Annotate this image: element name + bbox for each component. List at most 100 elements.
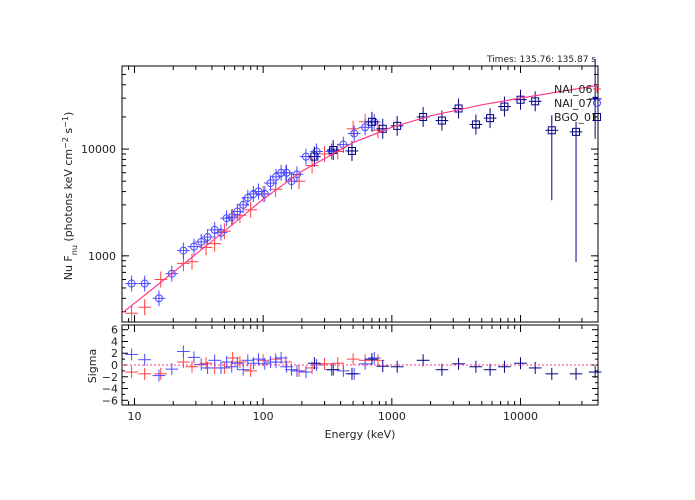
circle-marker (179, 246, 188, 255)
data-point-nai-07 (138, 275, 151, 292)
x-tick-label: 1000 (378, 410, 406, 423)
circle-marker (167, 269, 176, 278)
data-point-nai-07 (241, 189, 255, 206)
data-point-bgo-01 (469, 114, 483, 135)
square-marker (347, 146, 356, 155)
data-point-nai-07 (152, 290, 166, 307)
residual-point-nai-06 (244, 364, 258, 377)
data-point-nai-07 (247, 185, 260, 202)
residual-point-nai-07 (208, 354, 222, 367)
upper-limit-marker (592, 96, 599, 102)
legend-label: BGO_01 (554, 111, 598, 124)
circle-marker (282, 168, 291, 177)
y-tick-label: 1000 (88, 250, 116, 263)
data-point-bgo-01 (365, 111, 379, 132)
square-marker (437, 116, 446, 125)
residual-point-nai-07 (214, 361, 228, 374)
spectrum-y-axis-title: Nu Fnu (photons keV cm−2 s−1) (61, 112, 79, 281)
data-point-bgo-01 (528, 91, 542, 112)
data-point-bgo-01 (483, 108, 497, 129)
residual-point-nai-07 (285, 363, 298, 376)
residual-point-nai-07 (274, 351, 288, 364)
legend-circle-marker (593, 99, 601, 107)
circle-marker (197, 237, 206, 246)
time-range-annotation: Times: 135.76: 135.87 s (486, 55, 596, 65)
data-point-nai-06 (371, 122, 385, 139)
square-marker (547, 126, 556, 135)
data-point-bgo-01 (498, 96, 511, 117)
circle-marker (292, 170, 301, 179)
data-point-nai-07 (347, 125, 361, 142)
residual-point-nai-06 (199, 357, 213, 370)
residual-point-nai-07 (258, 357, 272, 370)
legend-label: NAI_06 (554, 83, 593, 96)
residual-point-nai-07 (280, 360, 293, 373)
residual-data-points (125, 345, 602, 382)
residual-point-bgo-01 (326, 363, 340, 376)
data-point-nai-06 (125, 305, 138, 322)
data-point-bgo-01 (308, 146, 321, 167)
circle-marker (312, 147, 321, 156)
residual-point-nai-07 (252, 353, 265, 366)
circle-marker (216, 228, 225, 237)
data-point-nai-07 (177, 242, 190, 259)
residual-point-nai-06 (233, 356, 247, 369)
residual-point-nai-06 (138, 367, 151, 380)
data-point-nai-07 (214, 224, 228, 241)
x-tick-label: 10000 (503, 410, 538, 423)
y-tick-label: −6 (102, 394, 118, 407)
circle-marker (233, 207, 242, 216)
residual-point-nai-07 (337, 364, 350, 377)
residual-point-nai-07 (230, 357, 244, 370)
data-point-nai-07 (125, 275, 138, 292)
square-marker (367, 117, 376, 126)
legend-label: NAI_07 (554, 97, 593, 110)
residual-point-bgo-01 (588, 366, 602, 379)
circle-marker (189, 242, 198, 251)
residual-point-bgo-01 (469, 360, 483, 373)
x-tick-label: 100 (253, 410, 274, 423)
residual-point-nai-07 (138, 353, 151, 366)
data-point-nai-07 (220, 210, 233, 227)
residual-point-bgo-01 (345, 367, 359, 380)
residual-point-bgo-01 (569, 367, 583, 380)
spectrum-axis-ticks: 1000 10000 (81, 65, 599, 322)
residual-point-nai-06 (331, 357, 345, 370)
residual-point-nai-07 (225, 360, 239, 373)
data-point-nai-06 (346, 120, 360, 137)
square-marker (310, 152, 319, 161)
residual-point-nai-07 (290, 364, 304, 377)
model-curve (121, 84, 599, 314)
residual-point-bgo-01 (483, 363, 497, 376)
y-tick-label: 0 (111, 359, 118, 372)
circle-marker (227, 213, 236, 222)
square-marker (486, 114, 495, 123)
residual-point-bgo-01 (390, 360, 404, 373)
data-point-nai-07 (264, 175, 277, 192)
residual-point-nai-07 (299, 366, 313, 379)
residual-point-bgo-01 (308, 357, 321, 370)
residual-point-nai-06 (185, 360, 199, 373)
residual-point-nai-07 (177, 345, 190, 358)
residual-point-nai-07 (220, 356, 233, 369)
residual-point-nai-07 (236, 363, 250, 376)
data-point-nai-06 (138, 299, 151, 316)
residual-point-nai-07 (187, 351, 201, 364)
residual-point-bgo-01 (376, 360, 390, 373)
circle-marker (239, 200, 248, 209)
residual-point-nai-07 (194, 358, 208, 371)
residual-point-nai-06 (318, 357, 331, 370)
data-point-nai-07 (230, 203, 244, 220)
y-tick-label: 6 (111, 324, 118, 337)
y-tick-label: 2 (111, 347, 118, 360)
residual-point-nai-07 (201, 361, 214, 374)
data-point-nai-07 (280, 164, 293, 181)
circle-marker (272, 172, 281, 181)
data-point-bgo-01 (569, 121, 583, 262)
residual-point-nai-06 (177, 356, 190, 369)
residual-point-bgo-01 (545, 367, 559, 380)
residual-point-bgo-01 (435, 363, 449, 376)
square-marker (516, 95, 525, 104)
y-tick-label: 4 (111, 335, 118, 348)
